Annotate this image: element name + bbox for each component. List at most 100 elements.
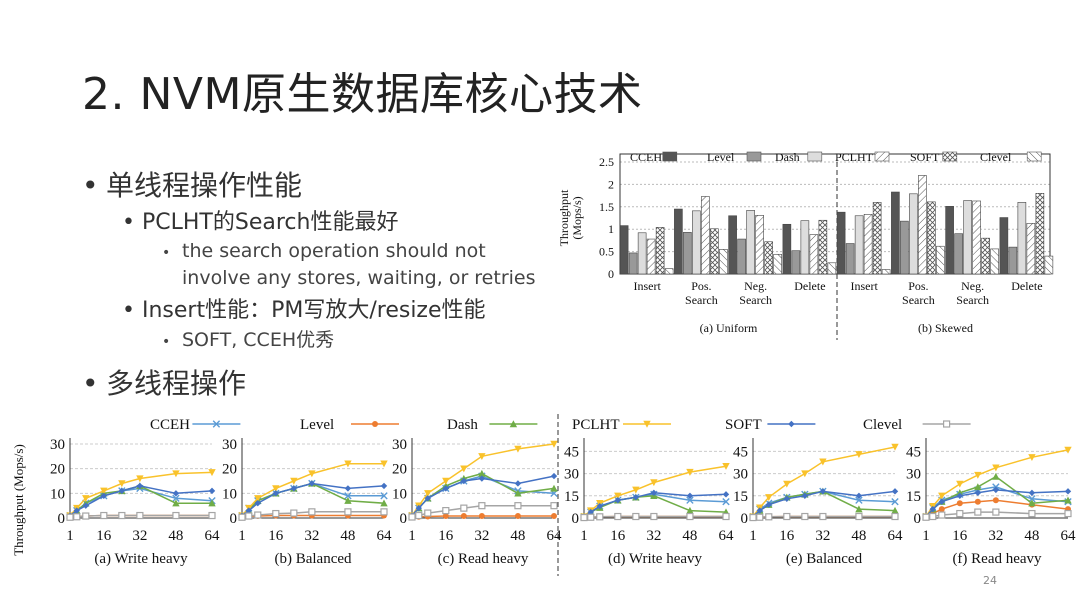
x-tick-label: Neg. [744,279,767,293]
bar [900,220,909,275]
x-tick-label: Neg. [961,279,984,293]
data-point [974,471,982,479]
data-point [380,460,388,468]
data-point [442,513,449,520]
data-point [550,472,558,480]
bar [818,219,828,275]
data-point [596,502,603,510]
y-tick-label: 0 [914,511,922,527]
data-point [380,492,388,500]
line-panel: 0 15 30 45 1 16 32 48 64 (d) Write heavy [564,438,734,567]
x-tick-label: 48 [851,528,866,544]
x-tick-label: Delete [1011,279,1042,293]
data-point [100,492,108,499]
y-tick-label: 30 [733,467,748,483]
bullet-insert-perf: • Insert性能：PM写放大/resize性能 [122,292,486,324]
data-point [788,420,795,428]
data-point [344,492,352,500]
data-point [100,511,108,520]
bar [809,234,819,275]
data-point [938,498,945,505]
bar [963,200,972,275]
page-number: 24 [983,574,997,587]
data-point [442,485,450,492]
y-tick-label: 10 [50,486,65,502]
data-point [82,495,90,502]
data-point [254,495,262,502]
bar [954,233,963,275]
bar [655,227,665,275]
bar [664,268,674,275]
data-point [992,497,999,504]
bar [692,210,701,275]
x-tick-label: 1 [580,528,588,544]
bullet-text: the search operation should not [182,240,486,262]
data-point [460,477,468,485]
data-point [551,513,557,520]
data-point [992,472,1000,480]
y-tick-label: 30 [564,467,579,483]
bullet-text: PCLHT的Search性能最好 [142,210,399,235]
data-point [614,497,622,504]
bar [918,175,927,275]
x-tick-label: 64 [888,528,904,544]
x-tick-label: 1 [408,528,416,544]
bar [836,211,846,275]
x-tick-label: 64 [1061,528,1077,544]
x-tick-label: 48 [510,528,525,544]
data-point [722,498,730,506]
bar [945,206,954,275]
y-tick-label: 0 [741,511,749,527]
data-point [208,499,216,507]
data-point [956,480,964,488]
x-tick-label: Search [902,293,935,307]
data-point [749,513,757,522]
data-point [686,492,694,499]
data-point [478,469,486,477]
bar [854,215,864,275]
data-point [118,511,126,520]
x-tick-label: 16 [779,528,795,544]
data-point [650,489,658,497]
data-point [172,511,180,520]
x-tick-label: 64 [205,528,221,544]
line-panel: 0 10 20 30 1 16 32 48 64 (c) Read heavy [392,437,562,567]
data-point [765,494,773,501]
y-tick-label: 20 [50,462,65,478]
data-point [855,496,863,504]
bar [773,253,782,275]
data-point [956,492,964,499]
x-tick-label: Search [956,293,989,307]
data-point [1064,496,1072,504]
panel-title: (c) Read heavy [438,551,529,567]
line-panel: 0 10 20 30 1 16 32 48 64 (b) Balanced [222,437,392,567]
data-point [938,506,945,513]
data-point [1028,454,1036,462]
bar [827,262,837,275]
x-tick-label: Search [685,293,718,307]
legend-swatch [1026,151,1042,162]
data-point [855,492,863,499]
bar [746,210,755,275]
x-tick-label: 1 [238,528,246,544]
data-point [254,500,261,507]
data-point [756,507,763,514]
data-point [765,513,773,521]
bar [719,249,728,275]
data-point [992,508,1000,516]
bar [683,232,692,275]
series-line [752,446,896,517]
bar [728,215,737,275]
data-point [172,490,180,497]
data-point [942,420,951,428]
series-line [411,475,555,517]
data-point [550,484,558,492]
bullet-text: Insert性能：PM写放大/resize性能 [142,298,486,323]
data-point [783,512,791,521]
data-point [73,513,81,521]
y-tick-label: 1.5 [599,200,614,214]
x-tick-label: 16 [438,528,454,544]
y-tick-label: 15 [564,489,579,505]
data-point [974,483,982,491]
x-tick-label: 32 [304,528,319,544]
